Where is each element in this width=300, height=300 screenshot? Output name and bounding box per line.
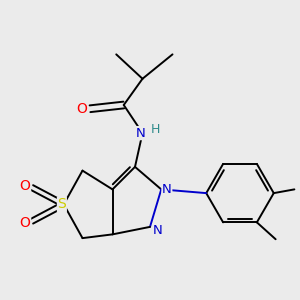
Text: O: O	[20, 216, 31, 230]
Text: O: O	[20, 178, 31, 193]
Text: H: H	[151, 123, 160, 136]
Text: N: N	[136, 127, 146, 140]
Text: S: S	[58, 197, 66, 212]
Text: N: N	[153, 224, 162, 237]
Text: N: N	[162, 183, 172, 196]
Text: O: O	[76, 102, 87, 116]
